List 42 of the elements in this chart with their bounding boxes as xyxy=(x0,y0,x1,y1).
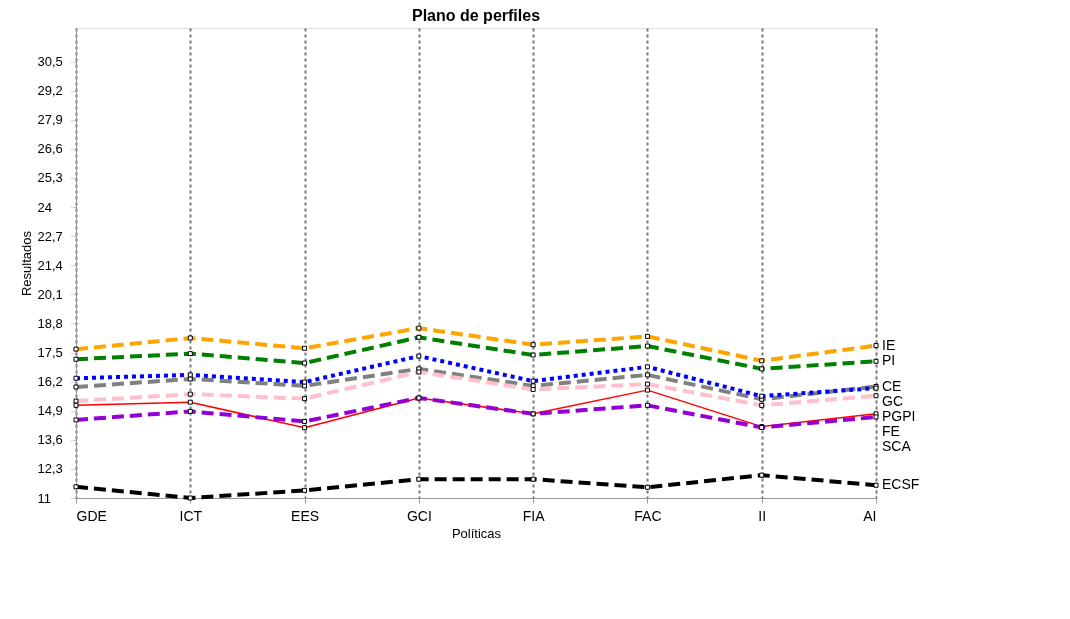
series-label: PI xyxy=(882,352,896,369)
x-tick-label: AI xyxy=(863,507,877,524)
x-axis-title: Políticas xyxy=(451,525,502,541)
point xyxy=(416,476,422,482)
y-tick-label: 26,6 xyxy=(37,141,63,157)
y-tick-label: 20,1 xyxy=(37,286,63,302)
x-tick-label: GCI xyxy=(406,507,432,524)
point xyxy=(302,487,308,493)
point xyxy=(644,484,650,490)
x-tick-label: FAC xyxy=(634,507,662,524)
series-label: GC xyxy=(882,392,903,409)
series-label: IE xyxy=(882,336,896,353)
y-tick-label: 24 xyxy=(37,199,52,215)
y-tick-label: 17,5 xyxy=(37,345,63,361)
y-tick-label: 16,2 xyxy=(37,374,63,390)
series-label: PGPI xyxy=(882,407,916,424)
y-tick-label: 22,7 xyxy=(37,228,63,244)
y-tick-label: 29,2 xyxy=(37,83,63,99)
y-tick-label: 27,9 xyxy=(37,112,63,128)
x-tick-label: FIA xyxy=(522,507,546,524)
point xyxy=(530,476,536,482)
x-tick-label: GDE xyxy=(76,507,107,524)
y-axis-title: Resultados xyxy=(18,230,34,297)
series-label: ECSF xyxy=(882,476,920,493)
series-label: FE xyxy=(882,422,900,439)
x-tick-label: ICT xyxy=(179,507,203,524)
y-tick-label: 13,6 xyxy=(37,432,63,448)
y-tick-label: 11 xyxy=(37,490,51,506)
y-tick-label: 18,8 xyxy=(37,315,63,331)
y-tick-label: 14,9 xyxy=(37,403,63,419)
y-tick-label: 25,3 xyxy=(37,170,63,186)
y-tick-label: 30,5 xyxy=(37,54,63,70)
y-tick-label: 21,4 xyxy=(37,257,63,273)
point xyxy=(73,484,79,490)
point xyxy=(759,472,765,478)
x-tick-label: EES xyxy=(291,507,320,524)
series-label: CE xyxy=(882,377,902,394)
point xyxy=(873,482,879,488)
series-label: SCA xyxy=(882,437,912,454)
x-tick-label: II xyxy=(758,507,767,524)
y-tick-label: 12,3 xyxy=(37,461,63,477)
chart-title: Plano de perfiles xyxy=(411,7,541,24)
